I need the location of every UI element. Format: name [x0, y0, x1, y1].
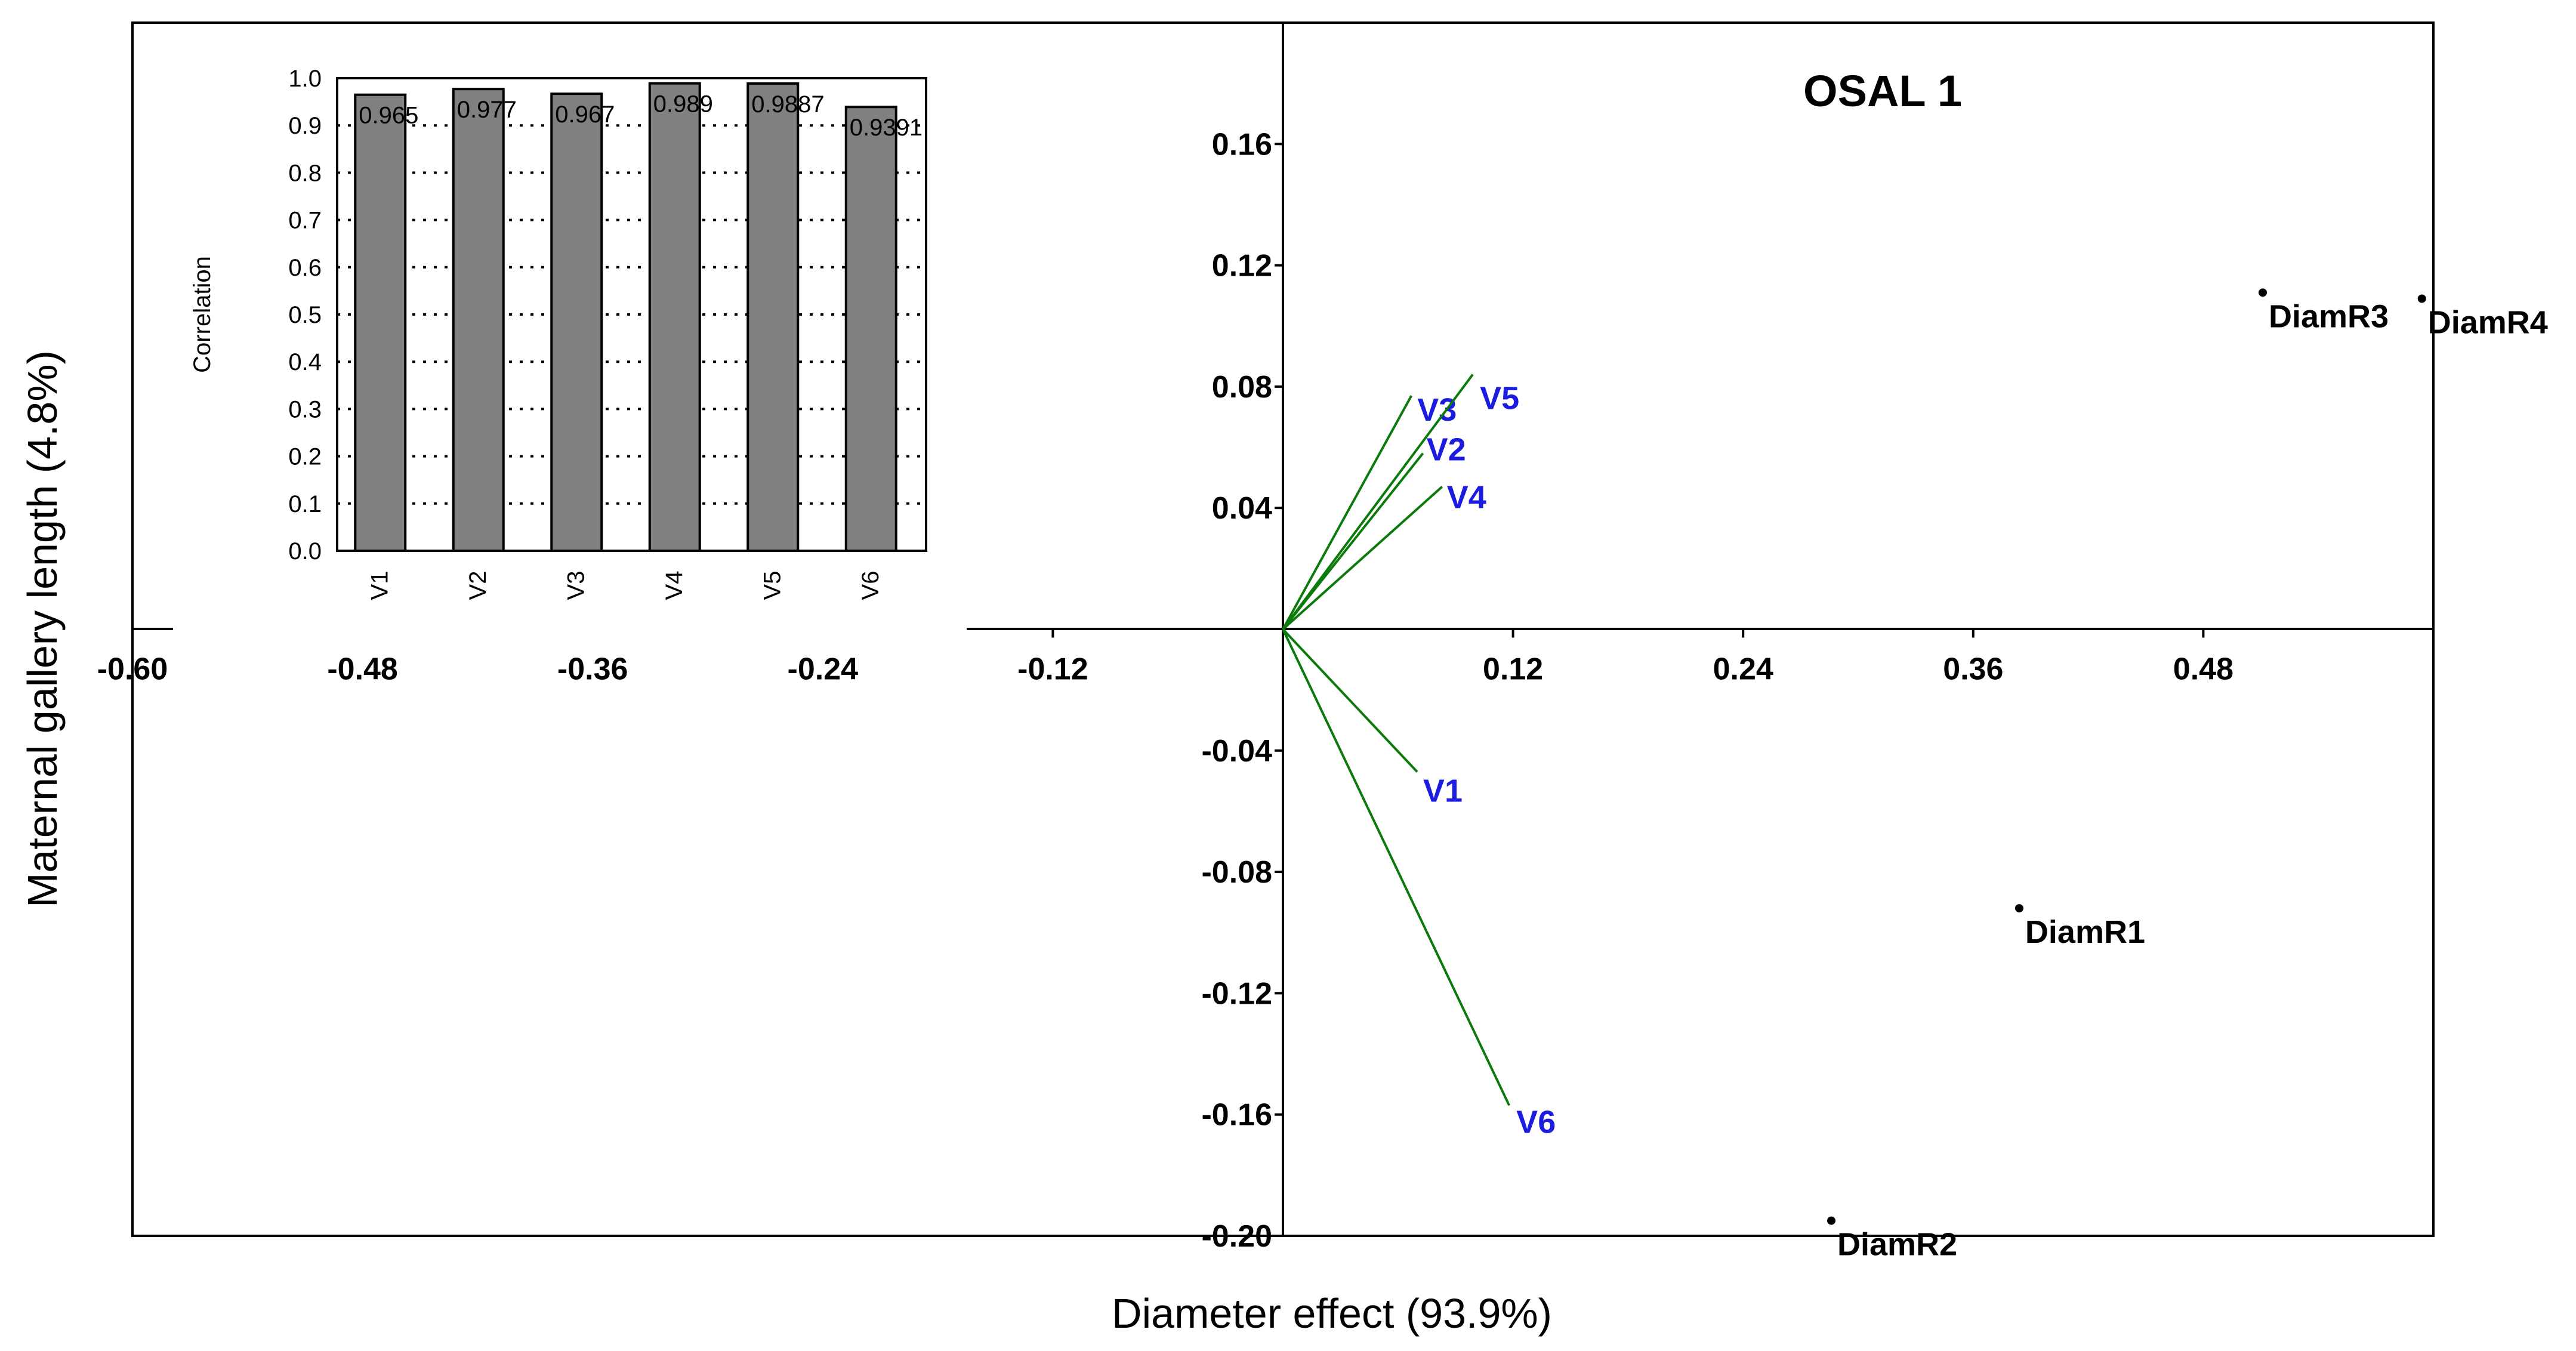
y-tick-label: 0.16 — [1212, 127, 1272, 162]
inset-y-tick-label: 0.5 — [288, 302, 322, 328]
point-marker-diamr1 — [2014, 904, 2023, 913]
vector-line-v4 — [1282, 486, 1443, 630]
x-axis-ticks: -0.60 -0.48 -0.36 -0.24 -0.12 0.12 0.24 0.36 0.4… — [97, 629, 2233, 687]
chart-title: OSAL 1 — [1803, 66, 1962, 116]
x-tick-label: -0.12 — [1017, 652, 1088, 687]
vector-label-v2: V2 — [1427, 432, 1466, 468]
inset-bar-v1 — [354, 93, 407, 553]
inset-category-label: V4 — [661, 571, 687, 600]
inset-category-label: V3 — [563, 571, 589, 600]
x-tick-label: -0.60 — [97, 652, 168, 687]
inset-y-ticks: 0.0 0.1 0.2 0.3 0.4 0.5 0.6 0.7 0.8 0.9 1.0 — [288, 66, 322, 565]
inset-category-label: V2 — [465, 571, 491, 600]
point-marker-diamr2 — [1827, 1216, 1836, 1225]
x-tick-label: 0.12 — [1483, 652, 1543, 687]
point-label-diamr4: DiamR4 — [2428, 305, 2548, 341]
inset-bar-v4 — [648, 82, 701, 553]
inset-y-axis-title: Correlation — [189, 256, 215, 373]
x-tick-label: -0.48 — [327, 652, 398, 687]
inset-bar-value-label: 0.977 — [457, 97, 517, 123]
inset-bar-value-label: 0.967 — [555, 101, 615, 128]
inset-bar-value-label: 0.9391 — [850, 115, 923, 141]
point-marker-diamr3 — [2259, 288, 2268, 297]
y-axis-title: Maternal gallery length (4.8%) — [19, 350, 66, 908]
y-tick-label: -0.08 — [1201, 855, 1272, 890]
y-tick-label: -0.16 — [1201, 1098, 1272, 1133]
vector-label-v1: V1 — [1423, 773, 1463, 809]
vector-line-v1 — [1282, 628, 1418, 773]
inset-y-tick-label: 0.0 — [288, 538, 322, 565]
point-label-diamr3: DiamR3 — [2269, 298, 2389, 334]
vector-line-v5 — [1282, 374, 1474, 630]
inset-bars: 0.965 V1 0.977 V2 0.967 V3 0.989 V4 0.9887 V5 0.93… — [354, 82, 923, 600]
point-label-diamr2: DiamR2 — [1837, 1227, 1957, 1263]
inset-y-tick-label: 0.4 — [288, 349, 322, 375]
inset-y-tick-label: 0.7 — [288, 208, 322, 234]
y-tick-label: 0.04 — [1212, 491, 1272, 526]
y-tick-label: 0.08 — [1212, 370, 1272, 405]
inset-y-tick-label: 0.2 — [288, 444, 322, 470]
vector-label-v4: V4 — [1447, 480, 1486, 516]
inset-y-tick-label: 0.8 — [288, 160, 322, 186]
x-tick-label: 0.36 — [1943, 652, 2003, 687]
inset-bar-value-label: 0.989 — [653, 91, 713, 118]
y-tick-label: -0.20 — [1201, 1219, 1272, 1254]
x-axis-title: Diameter effect (93.9%) — [1112, 1290, 1552, 1337]
vector-label-v5: V5 — [1480, 381, 1519, 417]
inset-category-label: V5 — [759, 571, 785, 600]
point-label-diamr1: DiamR1 — [2025, 914, 2145, 950]
y-axis-ticks: 0.16 0.12 0.08 0.04 -0.04 -0.08 -0.12 -0.16 -0.2… — [1201, 127, 1283, 1254]
vector-line-v3 — [1282, 395, 1413, 630]
inset-bar-v2 — [452, 88, 505, 552]
vector-line-v6 — [1282, 628, 1510, 1106]
inset-bar-value-label: 0.965 — [359, 103, 418, 129]
inset-frame — [336, 77, 927, 552]
inset-y-tick-label: 1.0 — [288, 66, 322, 92]
y-tick-label: -0.12 — [1201, 976, 1272, 1011]
x-tick-label: -0.36 — [557, 652, 628, 687]
inset-category-label: V1 — [366, 571, 393, 600]
inset-category-label: V6 — [857, 571, 884, 600]
score-points: DiamR1 DiamR2 DiamR3 DiamR4 — [1827, 288, 2548, 1263]
y-tick-label: 0.12 — [1212, 249, 1272, 283]
x-tick-label: -0.24 — [788, 652, 859, 687]
x-tick-label: 0.24 — [1713, 652, 1773, 687]
inset-bar-v3 — [550, 92, 603, 553]
inset-y-tick-label: 0.1 — [288, 491, 322, 517]
correlation-inset-chart: 0.0 0.1 0.2 0.3 0.4 0.5 0.6 0.7 0.8 0.9 1.0 0.965 V… — [173, 36, 967, 644]
inset-bar-v6 — [844, 106, 897, 553]
inset-y-tick-label: 0.3 — [288, 396, 322, 422]
x-tick-label: 0.48 — [2173, 652, 2233, 687]
inset-y-tick-label: 0.9 — [288, 113, 322, 139]
point-marker-diamr4 — [2417, 294, 2426, 303]
vector-label-v6: V6 — [1516, 1104, 1556, 1140]
inset-bar-value-label: 0.9887 — [751, 91, 824, 118]
y-tick-label: -0.04 — [1201, 734, 1272, 769]
inset-y-tick-label: 0.6 — [288, 255, 322, 281]
inset-bar-v5 — [746, 82, 800, 553]
